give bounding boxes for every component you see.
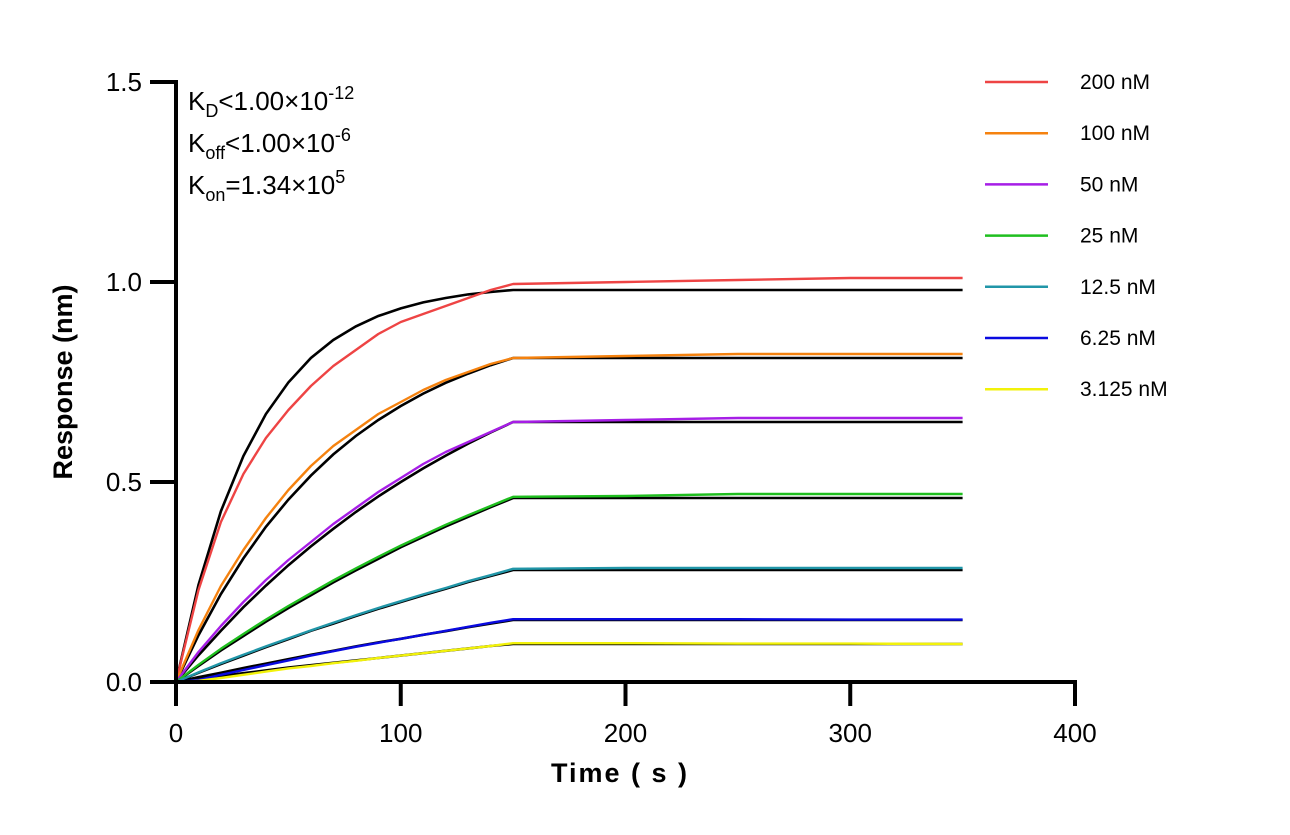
kon-annotation: Kon=1.34×105 [188,167,345,205]
x-tick-label: 200 [604,718,647,748]
x-tick-label: 0 [169,718,183,748]
y-tick-label: 1.0 [106,267,142,297]
series-line-100-nM [174,352,963,683]
data-curves [174,276,963,684]
y-tick-label: 0.5 [106,467,142,497]
fit-curve-25-nM [175,496,963,684]
legend-label: 6.25 nM [1080,327,1156,350]
x-axis-label: Time ( s ) [551,758,689,788]
kinetics-annotation: KD<1.00×10-12 Koff<1.00×10-6 Kon=1.34×10… [188,83,354,205]
legend-label: 25 nM [1080,225,1138,248]
kd-annotation: KD<1.00×10-12 [188,83,354,121]
x-tick-label: 100 [379,718,422,748]
fit-curve-3.125-nM [175,642,963,684]
x-tick-label: 400 [1053,718,1096,748]
koff-annotation: Koff<1.00×10-6 [188,125,351,163]
legend-label: 3.125 nM [1080,378,1168,401]
fit-curves [174,288,963,684]
x-tick-label: 300 [829,718,872,748]
legend-label: 12.5 nM [1080,276,1156,299]
y-tick-label: 1.5 [106,67,142,97]
series-line-50-nM [175,416,963,683]
fit-curve-200-nM [174,288,963,683]
fit-curve-6.25-nM [175,618,963,684]
legend-label: 200 nM [1080,71,1150,94]
series-line-25-nM [175,492,963,683]
y-tick-label: 0.0 [106,667,142,697]
y-axis-label: Response (nm) [48,284,78,479]
series-line-6.25-nM [175,618,963,684]
legend-label: 50 nM [1080,173,1138,196]
fit-curve-100-nM [174,356,963,683]
series-line-12.5-nM [175,566,963,684]
fit-curve-12.5-nM [175,568,963,684]
axes: 0.0 0.5 1.0 1.5 0 100 200 300 400 [106,67,1097,748]
series-line-3.125-nM [175,642,963,684]
fit-curve-50-nM [175,420,963,683]
legend-label: 100 nM [1080,122,1150,145]
series-line-200-nM [174,276,963,683]
legend: 200 nM 100 nM 50 nM 25 nM 12.5 nM 6.25 nM 3.12… [985,71,1168,401]
